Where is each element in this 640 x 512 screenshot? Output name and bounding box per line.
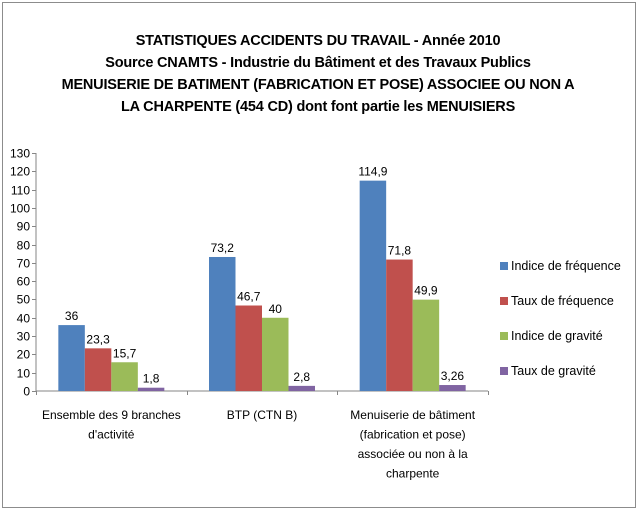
data-labels: 36 23,315,7 1,8 73,2 46,7 40 2,8 114,9 71,8 49,9 3… [65, 165, 465, 386]
category-label: d'activité [88, 428, 135, 442]
bar [111, 362, 138, 391]
category-label: BTP (CTN B) [227, 408, 297, 422]
bar [386, 259, 413, 391]
chart-title-line-2: Source CNAMTS - Industrie du Bâtiment et… [105, 55, 531, 71]
data-label: 15,7 [113, 346, 137, 360]
bars [58, 180, 466, 391]
y-tick-label: 10 [17, 367, 31, 381]
data-label: 23,3 [86, 332, 110, 346]
category-label: charpente [386, 467, 440, 481]
y-tick-label: 30 [17, 330, 31, 344]
bar [359, 180, 387, 391]
y-tick-label: 100 [10, 202, 30, 216]
y-tick-label: 80 [17, 239, 31, 253]
legend-swatch [500, 367, 508, 375]
data-label: 1,8 [143, 372, 160, 386]
bar [262, 317, 289, 391]
y-tick-label: 70 [17, 257, 31, 271]
data-label: 2,8 [293, 370, 310, 384]
bar [58, 325, 85, 391]
bar [209, 256, 236, 391]
bar [412, 299, 440, 391]
data-label: 73,2 [211, 241, 235, 255]
y-tick-label: 20 [17, 348, 31, 362]
legend-label: Taux de gravité [511, 364, 596, 378]
chart-title-line-3: MENUISERIE DE BATIMENT (FABRICATION ET P… [61, 77, 575, 93]
category-labels: Ensemble des 9 branches d'activité BTP (CT… [42, 408, 476, 481]
bar [137, 387, 165, 391]
legend-swatch [500, 297, 508, 305]
data-label: 3,26 [441, 369, 465, 383]
legend-label: Taux de fréquence [511, 294, 614, 308]
category-label: Ensemble des 9 branches [42, 408, 181, 422]
legend-swatch [500, 332, 508, 340]
data-label: 40 [269, 302, 283, 316]
y-tick-label: 90 [17, 220, 31, 234]
chart-title-line-4: LA CHARPENTE (454 CD) dont font partie l… [120, 99, 516, 115]
bar [235, 305, 262, 391]
y-tick-label: 130 [10, 147, 30, 161]
legend-swatch [500, 262, 508, 270]
y-tick-label: 50 [17, 293, 31, 307]
data-label: 71,8 [388, 244, 412, 258]
category-label: (fabrication et pose) [360, 428, 466, 442]
data-label: 114,9 [358, 165, 387, 179]
legend: Indice de fréquence Taux de fréquence Indi… [500, 259, 621, 378]
legend-label: Indice de fréquence [511, 259, 621, 273]
y-tick-label: 120 [10, 165, 30, 179]
chart-title-line-1: STATISTIQUES ACCIDENTS DU TRAVAIL - Anné… [135, 33, 501, 49]
category-label: Menuiserie de bâtiment [350, 408, 475, 422]
data-label: 36 [65, 309, 79, 323]
bar [84, 348, 112, 391]
legend-label: Indice de gravité [511, 329, 603, 343]
y-tick-label: 60 [17, 275, 31, 289]
chart-frame [2, 2, 636, 508]
data-label: 46,7 [237, 290, 261, 304]
chart-title: STATISTIQUES ACCIDENTS DU TRAVAIL - Anné… [0, 30, 636, 118]
bar [439, 385, 466, 391]
y-tick-label: 40 [17, 312, 31, 326]
bar [288, 385, 315, 391]
category-label: associée ou non à la [358, 447, 468, 461]
y-tick-label: 110 [11, 184, 30, 198]
data-label: 49,9 [414, 284, 438, 298]
y-tick-label: 0 [23, 385, 30, 399]
